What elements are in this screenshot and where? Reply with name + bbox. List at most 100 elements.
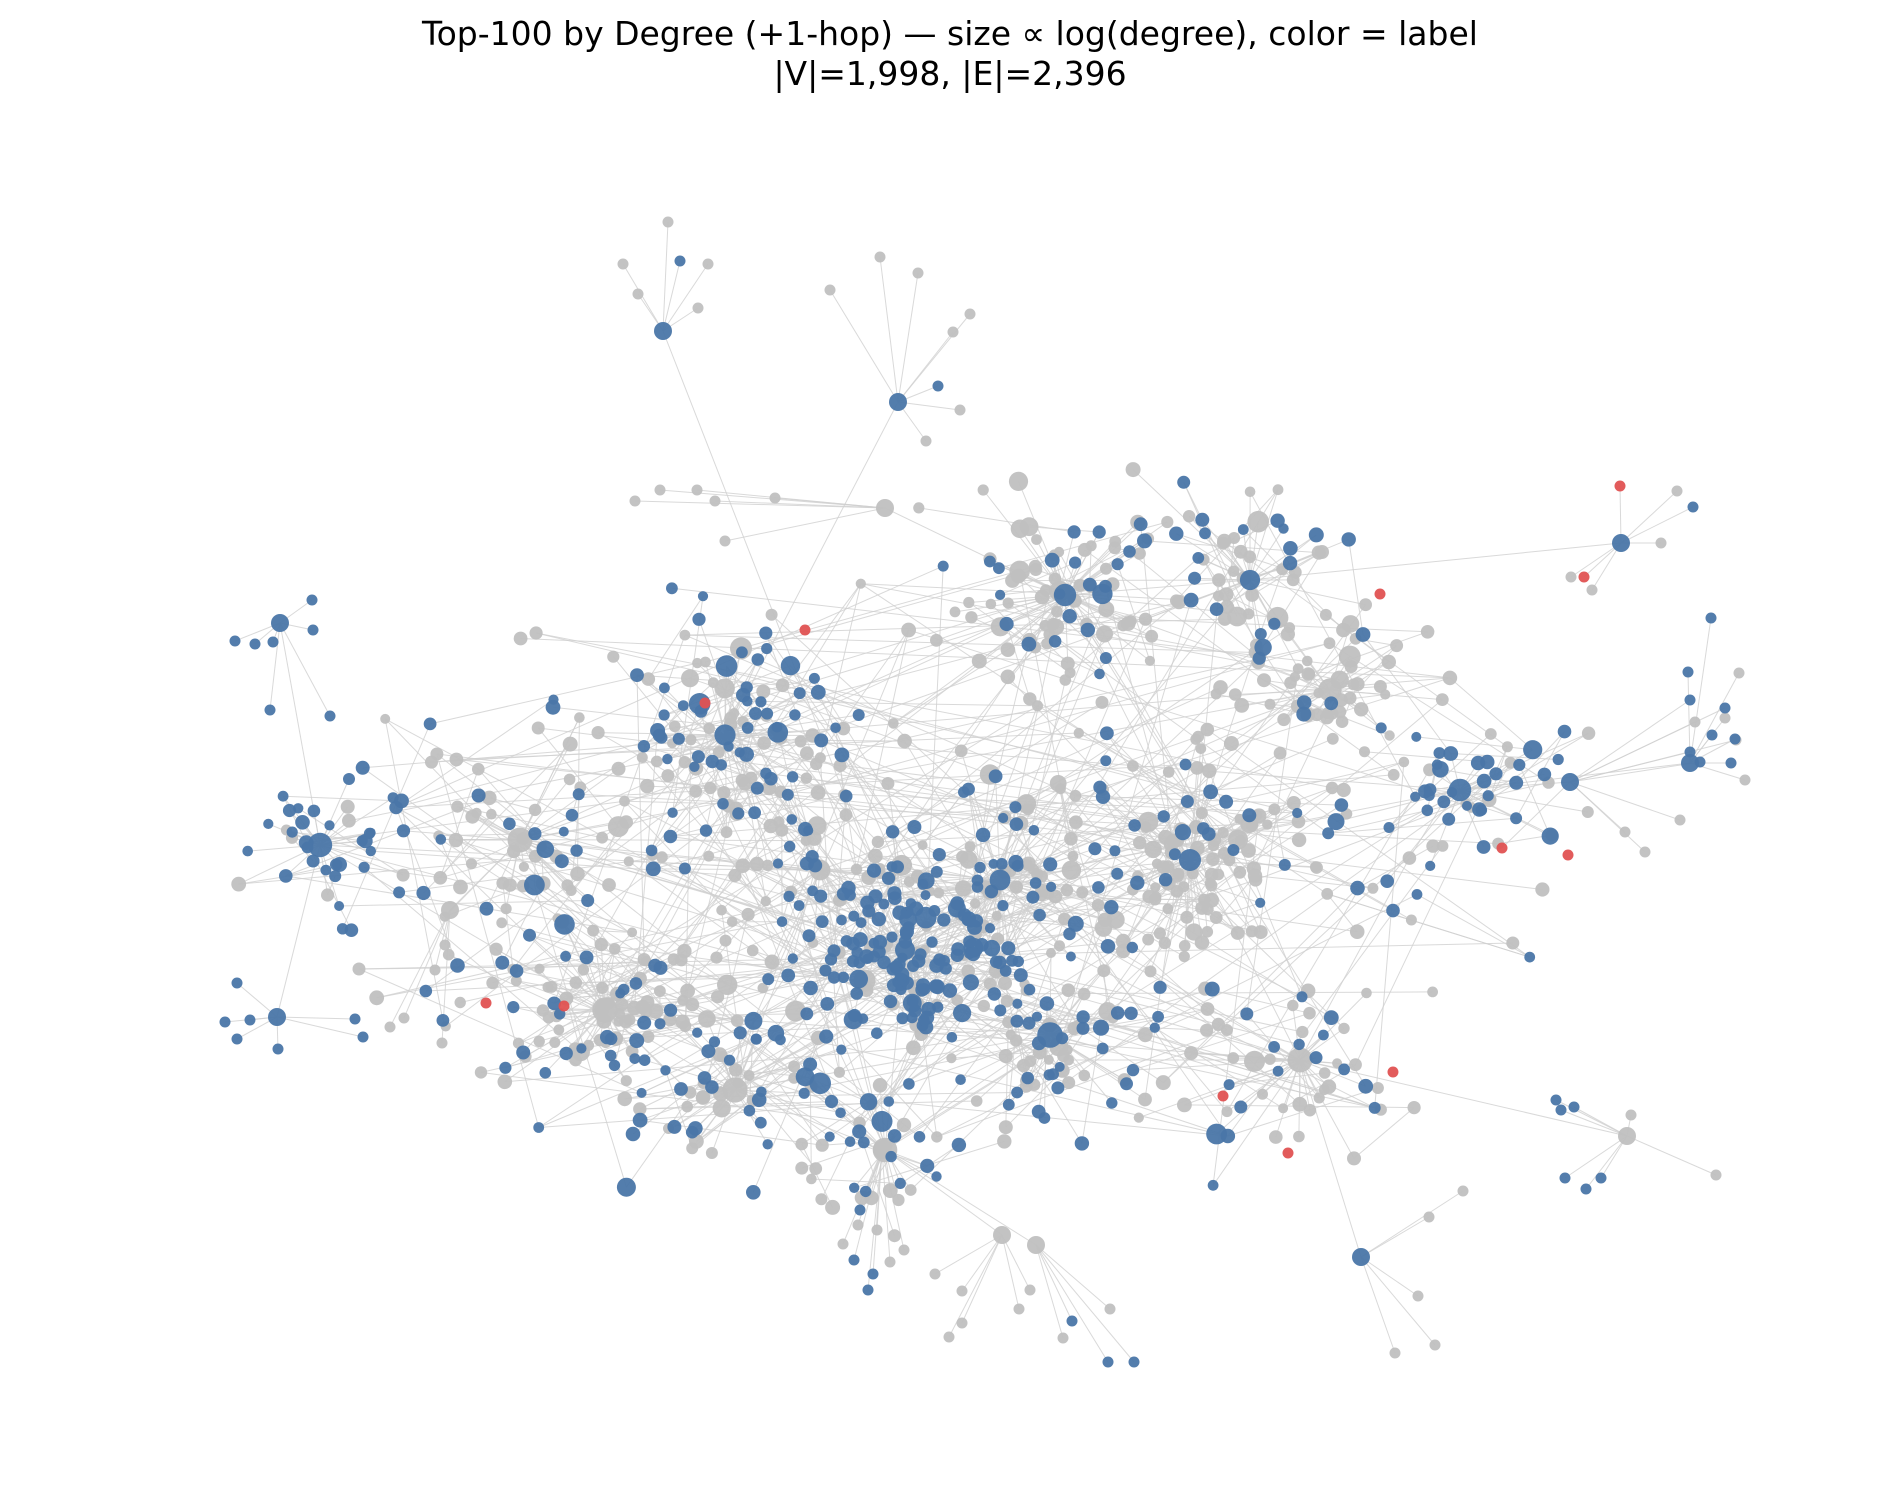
- graph-edge: [1035, 1244, 1111, 1310]
- graph-node-gray: [904, 1184, 917, 1196]
- graph-node-blue: [1684, 694, 1696, 706]
- graph-node-blue: [1323, 1010, 1339, 1025]
- graph-node-gray: [855, 578, 866, 589]
- graph-node-gray: [594, 1002, 609, 1018]
- graph-node-gray: [1264, 698, 1276, 710]
- graph-edge: [860, 583, 1192, 601]
- graph-node-gray: [1501, 741, 1513, 753]
- graph-node-gray: [679, 629, 691, 641]
- graph-node-blue: [664, 1003, 678, 1017]
- graph-edge: [1388, 733, 1492, 828]
- graph-node-gray: [1313, 688, 1324, 699]
- graph-node-red: [1282, 1147, 1294, 1159]
- graph-edge: [429, 662, 698, 725]
- graph-edge: [1035, 882, 1261, 933]
- graph-node-blue: [320, 864, 332, 876]
- graph-edge: [358, 968, 642, 1094]
- graph-node-gray: [717, 786, 731, 800]
- graph-node-blue: [1254, 638, 1272, 657]
- graph-node-blue: [1066, 1315, 1078, 1327]
- graph-node-blue: [930, 979, 945, 995]
- graph-node-blue: [1006, 954, 1019, 967]
- graph-node-blue: [743, 1104, 756, 1117]
- graph-node-gray: [1426, 839, 1440, 853]
- graph-node-blue: [1123, 545, 1136, 558]
- graph-node-blue: [691, 750, 705, 764]
- graph-node-blue: [604, 1032, 618, 1046]
- graph-edge: [1362, 634, 1452, 754]
- graph-node-blue: [933, 953, 946, 966]
- graph-node-blue: [1152, 1010, 1164, 1023]
- graph-edge: [306, 800, 625, 844]
- graph-node-gray: [425, 755, 438, 769]
- graph-edge: [1360, 1216, 1430, 1258]
- graph-node-blue: [1128, 1356, 1140, 1368]
- graph-node-gray: [1073, 727, 1085, 739]
- graph-edge: [1212, 1059, 1301, 1186]
- graph-edge: [897, 272, 919, 403]
- graph-node-blue: [962, 974, 980, 991]
- graph-node-blue: [857, 1136, 870, 1149]
- graph-node-gray: [1506, 936, 1520, 950]
- graph-node-blue: [836, 1044, 847, 1055]
- graph-node-blue: [1133, 517, 1148, 532]
- graph-node-gray: [837, 1238, 849, 1250]
- graph-node-gray: [700, 656, 711, 668]
- graph-edge: [1201, 519, 1251, 581]
- graph-node-blue: [906, 995, 919, 1008]
- graph-node-blue: [995, 858, 1008, 870]
- graph-edge: [519, 839, 886, 1151]
- graph-node-blue: [953, 1004, 972, 1023]
- graph-node-gray: [577, 964, 590, 976]
- graph-node-blue: [1421, 804, 1434, 817]
- graph-node-gray: [1436, 840, 1449, 852]
- graph-node-blue: [1555, 1104, 1567, 1116]
- graph-node-blue: [1352, 1248, 1370, 1266]
- graph-node-gray: [741, 907, 755, 922]
- graph-edge: [916, 1024, 1051, 1036]
- graph-edge: [1573, 1106, 1628, 1137]
- graph-edge: [342, 723, 431, 929]
- graph-node-gray: [1108, 541, 1122, 555]
- graph-node-gray: [1384, 730, 1395, 741]
- graph-edge: [708, 728, 1001, 963]
- graph-edge: [734, 859, 1191, 1091]
- graph-edge: [1207, 729, 1530, 958]
- graph-edge: [525, 1009, 606, 1057]
- graph-node-gray: [717, 974, 738, 995]
- graph-node-blue: [1047, 1068, 1059, 1080]
- graph-node-gray: [1201, 926, 1214, 938]
- graph-node-blue: [705, 1080, 719, 1094]
- graph-edge: [593, 930, 633, 933]
- graph-node-blue: [219, 1016, 231, 1028]
- graph-node-gray: [1098, 601, 1115, 618]
- graph-node-blue: [781, 968, 796, 983]
- graph-node-blue: [789, 709, 801, 721]
- graph-node-blue: [754, 1116, 767, 1129]
- graph-node-gray: [633, 1102, 647, 1116]
- graph-node-gray: [1127, 760, 1139, 772]
- graph-node-blue: [1054, 588, 1066, 600]
- graph-node-gray: [1219, 587, 1234, 602]
- graph-node-blue: [1446, 787, 1458, 798]
- graph-edge: [755, 713, 1022, 824]
- graph-node-blue: [723, 1054, 736, 1066]
- graph-node-gray: [815, 1193, 828, 1206]
- graph-edge: [455, 839, 854, 962]
- graph-node-blue: [301, 841, 314, 854]
- graph-node-blue: [229, 635, 241, 647]
- graph-node-blue: [983, 939, 1001, 957]
- graph-edge: [519, 743, 571, 841]
- graph-node-blue: [1157, 810, 1170, 823]
- graph-node-blue: [1612, 534, 1630, 552]
- graph-node-gray: [1335, 715, 1349, 728]
- graph-node-blue: [349, 1013, 361, 1025]
- graph-edge: [886, 1051, 1041, 1148]
- graph-node-blue: [881, 871, 896, 885]
- graph-node-gray: [955, 880, 972, 897]
- graph-node-blue: [625, 1126, 641, 1142]
- graph-node-blue: [648, 958, 662, 973]
- graph-node-gray: [800, 835, 812, 846]
- graph-edge: [639, 1100, 977, 1110]
- graph-node-blue: [1580, 1183, 1592, 1195]
